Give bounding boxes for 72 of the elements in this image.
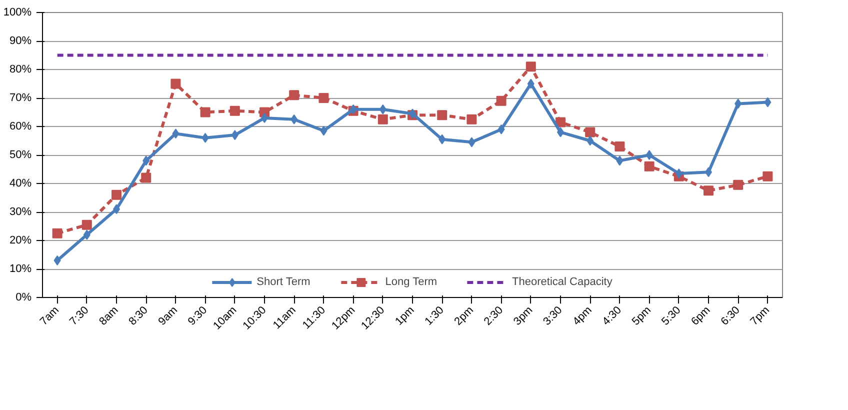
x-tick-label: 7am <box>38 304 62 328</box>
x-tick-label: 2pm <box>452 304 476 328</box>
point <box>585 127 596 138</box>
x-tick-label: 3:30 <box>541 304 565 328</box>
x-tick-label: 1pm <box>393 304 417 328</box>
y-tick-label: 50% <box>9 149 32 161</box>
x-tick-label: 1:30 <box>422 304 446 328</box>
point <box>142 156 150 166</box>
point <box>466 114 477 124</box>
x-tick-label: 8am <box>97 304 121 328</box>
point <box>616 156 624 166</box>
point <box>230 106 240 116</box>
x-tick-label: 6pm <box>689 304 713 328</box>
point <box>318 93 329 103</box>
point <box>646 150 653 160</box>
point <box>202 132 209 143</box>
point <box>200 107 210 118</box>
x-tick-label: 9am <box>156 304 180 328</box>
point <box>675 168 682 179</box>
point <box>526 62 536 72</box>
point <box>704 186 714 196</box>
point <box>290 114 298 124</box>
point <box>527 78 534 89</box>
point <box>379 104 386 114</box>
point <box>83 230 90 240</box>
y-tick-label: 30% <box>9 206 32 218</box>
point <box>438 134 446 144</box>
point <box>141 172 152 183</box>
point <box>320 126 328 136</box>
y-tick-label: 80% <box>9 64 32 76</box>
x-tick-label: 9:30 <box>186 304 210 328</box>
legend-label: Theoretical Capacity <box>512 276 612 288</box>
x-tick-label: 6:30 <box>718 304 742 328</box>
point <box>764 97 772 108</box>
point <box>614 141 625 152</box>
y-tick-label: 100% <box>3 6 32 18</box>
point <box>82 220 92 230</box>
point <box>734 98 742 109</box>
point <box>231 130 238 140</box>
point <box>644 161 654 172</box>
y-tick-label: 60% <box>9 120 32 132</box>
x-tick-label: 4:30 <box>600 304 624 328</box>
point <box>289 90 300 100</box>
legend-label: Short Term <box>256 276 310 288</box>
x-tick-label: 7:30 <box>68 304 92 328</box>
y-tick-label: 10% <box>9 263 32 275</box>
point <box>762 171 773 182</box>
point <box>52 228 62 238</box>
legend-label: Long Term <box>385 276 438 288</box>
y-tick-label: 20% <box>9 234 32 246</box>
x-tick-label: 5:30 <box>660 304 684 328</box>
x-tick-label: 7pm <box>748 304 772 328</box>
point <box>172 128 180 139</box>
y-tick-label: 70% <box>9 92 32 104</box>
point <box>586 136 594 146</box>
point <box>468 137 476 148</box>
point <box>556 117 566 128</box>
point <box>170 78 181 89</box>
y-tick-label: 40% <box>9 178 32 190</box>
y-tick-label: 90% <box>9 35 32 47</box>
point <box>496 96 506 106</box>
point <box>733 180 744 190</box>
x-tick-label: 5pm <box>630 304 654 328</box>
point <box>498 124 505 134</box>
point <box>378 114 388 124</box>
x-tick-label: 4pm <box>570 304 594 328</box>
point <box>112 190 122 200</box>
x-tick-label: 3pm <box>512 304 536 328</box>
point <box>54 255 61 266</box>
x-tick-label: 8:30 <box>126 304 150 328</box>
y-tick-label: 0% <box>16 292 32 304</box>
point <box>437 110 448 120</box>
